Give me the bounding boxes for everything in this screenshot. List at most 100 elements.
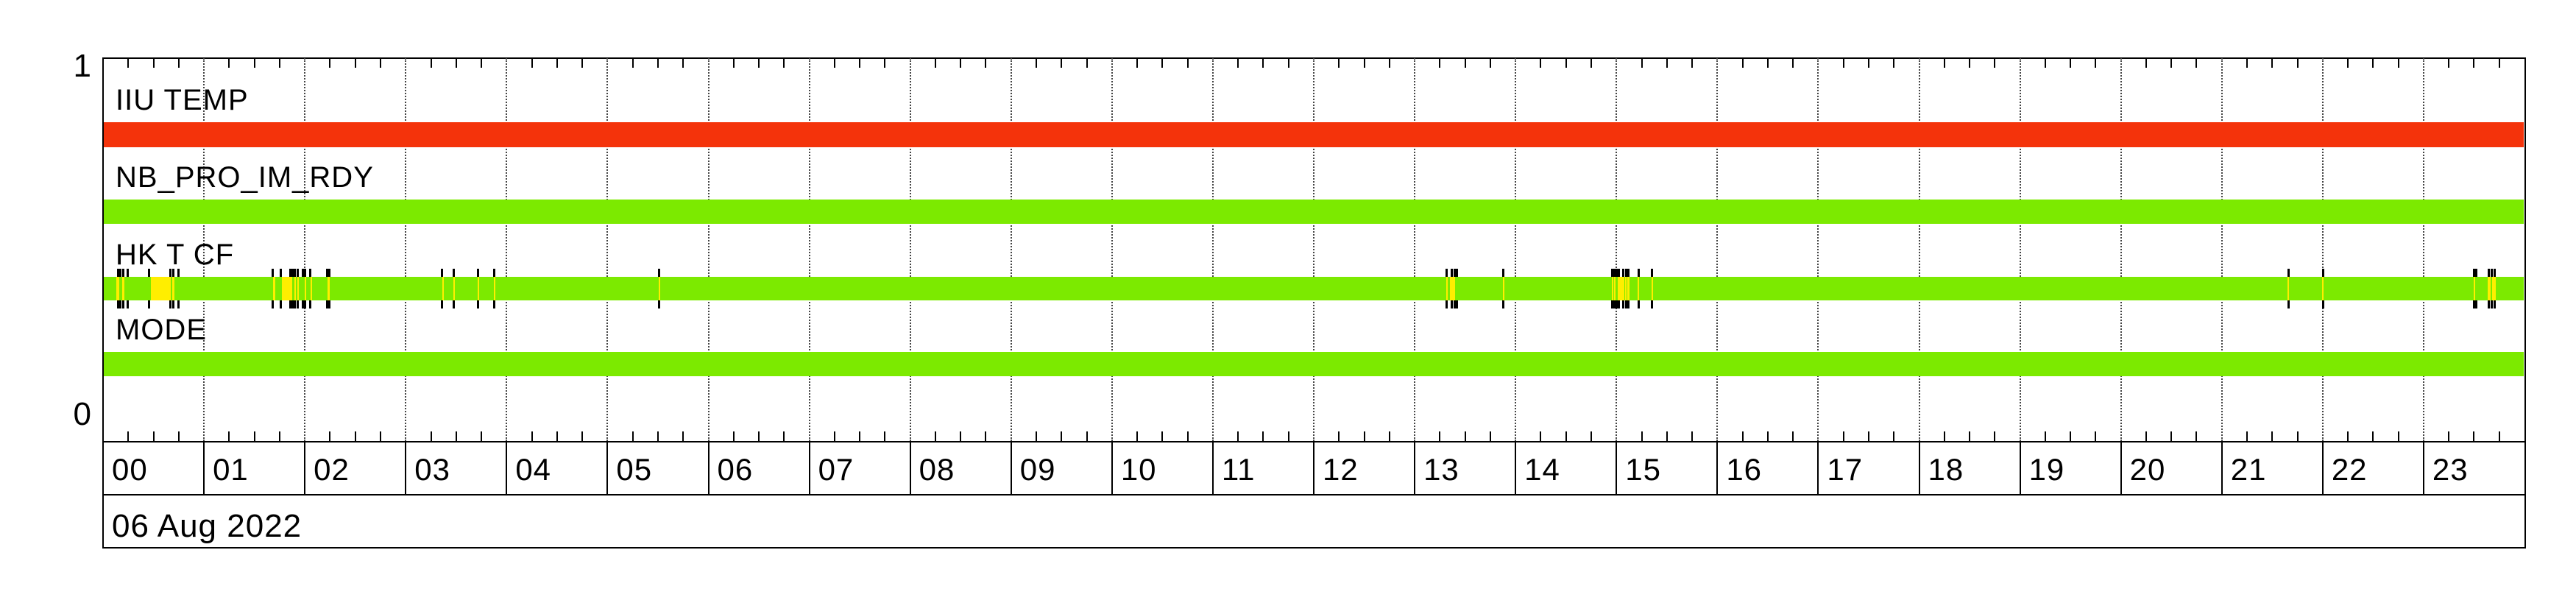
minor-tick-bottom	[1237, 431, 1239, 441]
hour-label: 10	[1120, 452, 1157, 487]
hour-label: 18	[1928, 452, 1964, 487]
minor-tick-top	[985, 58, 987, 68]
minor-tick-bottom	[481, 431, 483, 441]
minor-tick-top	[783, 58, 785, 68]
minor-tick-bottom	[732, 431, 735, 441]
hour-label: 16	[1726, 452, 1763, 487]
minor-tick-bottom	[152, 431, 155, 441]
hour-label: 09	[1019, 452, 1056, 487]
minor-tick-bottom	[2170, 431, 2173, 441]
hour-cell-separator	[203, 441, 205, 495]
minor-tick-top	[1363, 58, 1365, 68]
minor-tick-top	[379, 58, 381, 68]
minor-tick-top	[1893, 58, 1895, 68]
event-yellow-segment-hk-t-cf	[2322, 277, 2324, 300]
minor-tick-top	[531, 58, 533, 68]
event-yellow-segment-hk-t-cf	[1618, 277, 1624, 300]
minor-tick-bottom	[1338, 431, 1340, 441]
event-yellow-segment-hk-t-cf	[1613, 277, 1616, 300]
minor-tick-top	[732, 58, 735, 68]
minor-tick-top	[833, 58, 835, 68]
hour-gridline	[2321, 58, 2324, 441]
minor-tick-top	[127, 58, 130, 68]
hour-label: 08	[919, 452, 955, 487]
event-yellow-segment-hk-t-cf	[116, 277, 119, 300]
minor-tick-top	[2195, 58, 2198, 68]
minor-tick-bottom	[379, 431, 381, 441]
status-bar-nb-pro-im-rdy	[104, 200, 2524, 224]
hour-cell-separator	[1616, 441, 1618, 495]
status-bar-iiu-temp	[104, 122, 2524, 147]
row-label-mode: MODE	[116, 314, 207, 346]
event-yellow-segment-hk-t-cf	[442, 277, 444, 300]
hour-cell-separator	[2321, 441, 2324, 495]
minor-tick-bottom	[1540, 431, 1542, 441]
minor-tick-top	[1969, 58, 1971, 68]
minor-tick-top	[1061, 58, 1063, 68]
hour-cell-separator	[405, 441, 407, 495]
minor-tick-bottom	[354, 431, 356, 441]
hour-cell-separator	[1211, 441, 1214, 495]
minor-tick-bottom	[2145, 431, 2147, 441]
hour-gridline	[2120, 58, 2122, 441]
minor-tick-bottom	[2498, 431, 2500, 441]
hour-label: 03	[414, 452, 450, 487]
minor-tick-bottom	[430, 431, 432, 441]
event-yellow-segment-hk-t-cf	[477, 277, 479, 300]
minor-tick-top	[657, 58, 659, 68]
event-yellow-segment-hk-t-cf	[1651, 277, 1653, 300]
hour-cell-separator	[909, 441, 911, 495]
minor-tick-top	[329, 58, 331, 68]
minor-tick-top	[1666, 58, 1668, 68]
minor-tick-bottom	[1363, 431, 1365, 441]
hour-label: 11	[1221, 452, 1256, 487]
event-yellow-segment-hk-t-cf	[2491, 277, 2497, 300]
minor-tick-bottom	[1766, 431, 1769, 441]
minor-tick-top	[253, 58, 255, 68]
minor-tick-top	[455, 58, 457, 68]
minor-tick-top	[1161, 58, 1164, 68]
minor-tick-bottom	[657, 431, 659, 441]
minor-tick-top	[859, 58, 861, 68]
minor-tick-top	[1867, 58, 1869, 68]
event-yellow-segment-hk-t-cf	[1638, 277, 1640, 300]
hour-cell-separator	[1414, 441, 1416, 495]
event-yellow-segment-hk-t-cf	[327, 277, 330, 300]
hour-label: 02	[314, 452, 350, 487]
event-yellow-segment-hk-t-cf	[1502, 277, 1504, 300]
row-label-iiu-temp: IIU TEMP	[116, 84, 249, 116]
minor-tick-bottom	[1086, 431, 1088, 441]
hour-cell-separator	[1010, 441, 1012, 495]
minor-tick-top	[354, 58, 356, 68]
hour-cell-separator	[1716, 441, 1719, 495]
hour-label: 17	[1827, 452, 1864, 487]
status-bar-hk-t-cf	[104, 277, 2524, 300]
minor-tick-top	[1388, 58, 1390, 68]
hour-cell-separator	[2120, 441, 2122, 495]
minor-tick-bottom	[1666, 431, 1668, 441]
minor-tick-top	[1943, 58, 1945, 68]
hour-label: 04	[515, 452, 552, 487]
minor-tick-top	[278, 58, 280, 68]
minor-tick-top	[1489, 58, 1491, 68]
minor-tick-top	[1792, 58, 1794, 68]
minor-tick-top	[2044, 58, 2046, 68]
hour-gridline	[2019, 58, 2021, 441]
minor-tick-top	[152, 58, 155, 68]
hour-gridline	[1211, 58, 1214, 441]
minor-tick-top	[2271, 58, 2274, 68]
minor-tick-bottom	[1741, 431, 1744, 441]
event-yellow-segment-hk-t-cf	[2287, 277, 2290, 300]
minor-tick-bottom	[985, 431, 987, 441]
minor-tick-top	[758, 58, 760, 68]
hour-label: 06	[717, 452, 754, 487]
minor-tick-bottom	[127, 431, 130, 441]
minor-tick-top	[1741, 58, 1744, 68]
minor-tick-bottom	[1186, 431, 1189, 441]
hour-gridline	[2422, 58, 2424, 441]
hour-gridline	[606, 58, 609, 441]
minor-tick-bottom	[177, 431, 180, 441]
minor-tick-top	[1186, 58, 1189, 68]
minor-tick-bottom	[2095, 431, 2097, 441]
